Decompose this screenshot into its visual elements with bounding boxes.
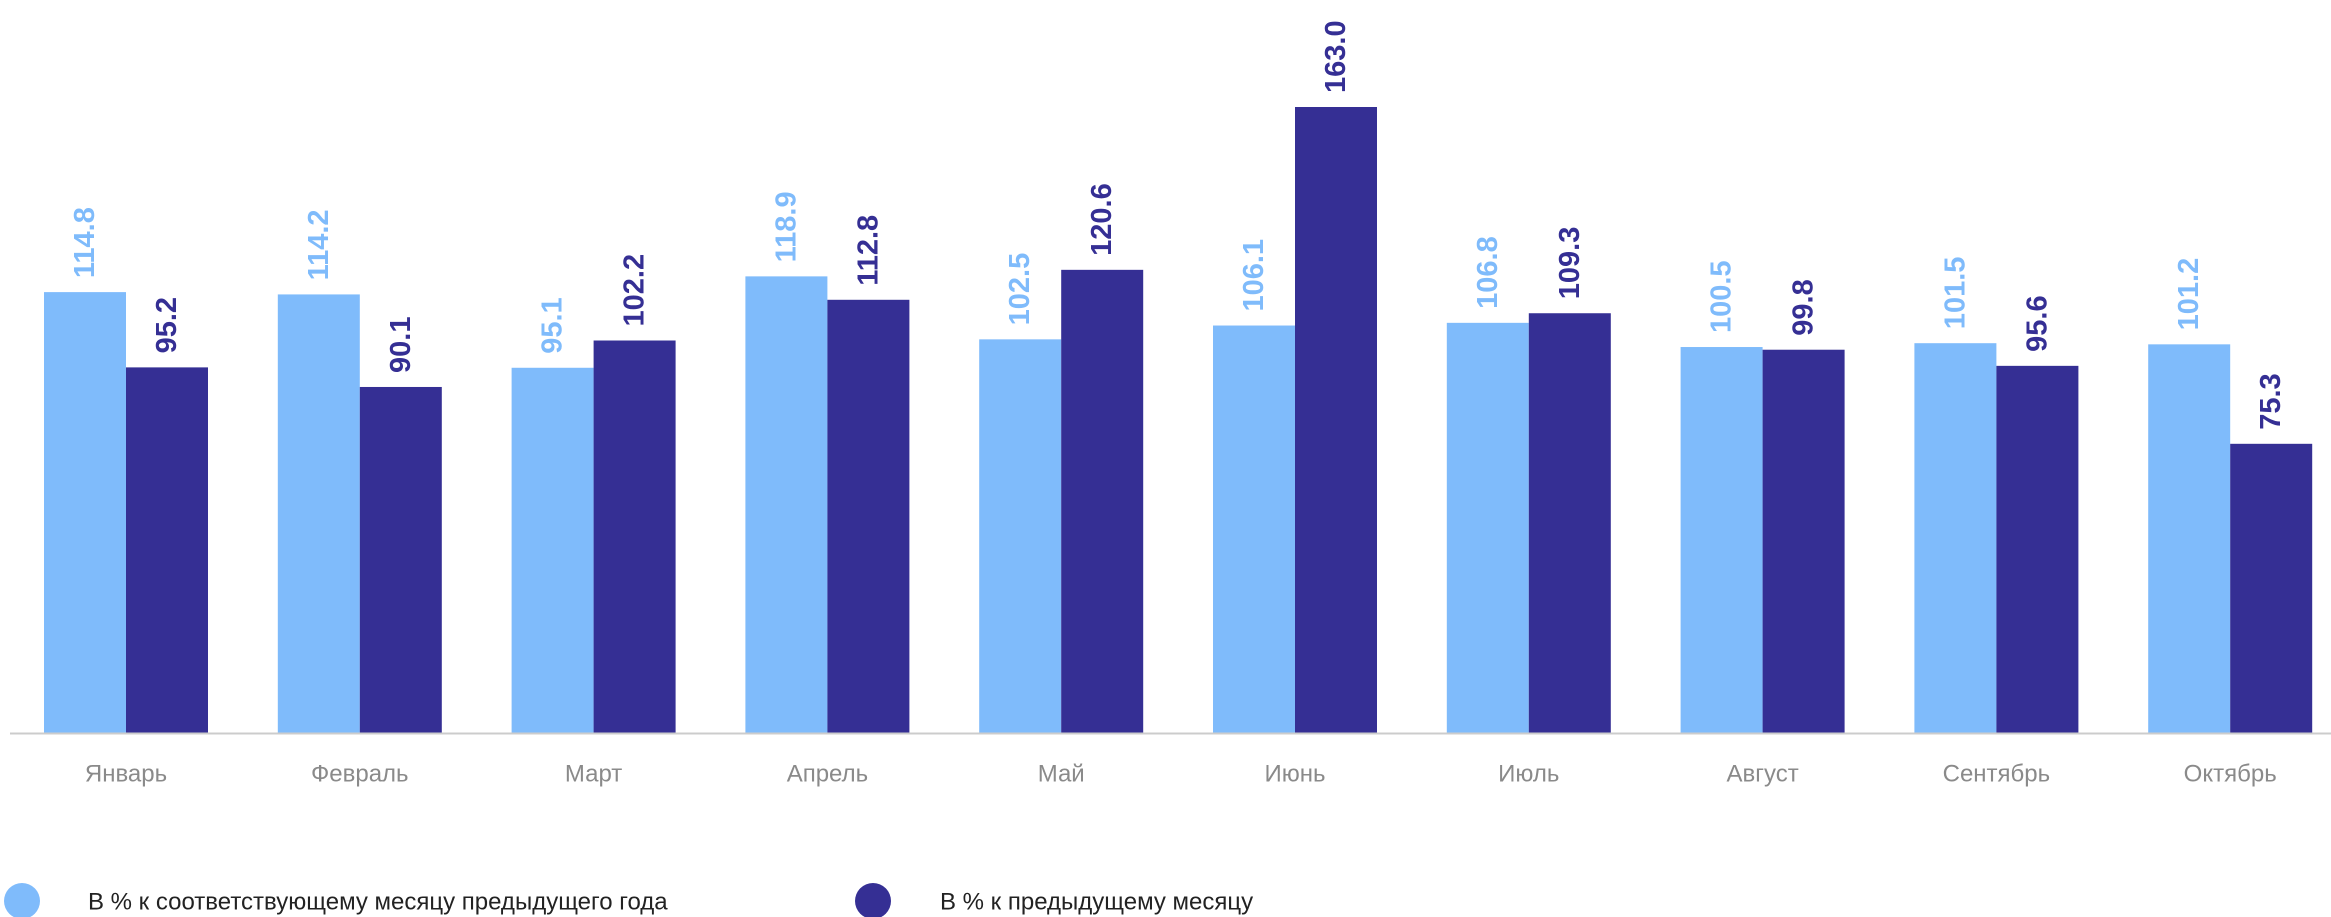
bar-series2-2: [359, 386, 442, 733]
bar-series2-4: [827, 299, 910, 733]
bar-series2-5: [1061, 269, 1144, 733]
bar-series2-6: [1295, 107, 1377, 733]
data-label-series1-9: 101.5: [1939, 257, 1971, 330]
data-label-series2-3: 102.2: [619, 254, 651, 327]
bar-series1-10: [2148, 344, 2231, 733]
x-tick-label-4: Апрель: [787, 761, 868, 788]
data-label-series1-1: 114.8: [69, 207, 101, 278]
bar-series1-8: [1680, 347, 1763, 733]
data-label-series2-7: 109.3: [1554, 227, 1586, 300]
x-tick-label-5: Май: [1038, 761, 1085, 788]
data-label-series2-8: 99.8: [1788, 279, 1820, 335]
legend-marker-2: [855, 883, 891, 917]
data-label-series2-5: 120.6: [1086, 183, 1118, 256]
bar-series1-6: [1213, 325, 1295, 733]
data-labels-layer: 114.8 95.2 114.2 90.1 95.1 102.2 118.9 112.8 102…: [69, 20, 2287, 429]
data-label-series1-2: 114.2: [303, 209, 335, 280]
data-label-series2-10: 75.3: [2255, 373, 2287, 429]
x-tick-label-10: Октябрь: [2184, 761, 2277, 788]
bar-series2-1: [126, 367, 208, 733]
data-label-series1-6: 106.1: [1238, 239, 1270, 312]
bar-series1-4: [745, 276, 828, 733]
x-tick-label-3: Март: [565, 761, 622, 788]
legend-label-1: В % к соответствующему месяцу предыдущег…: [88, 889, 668, 916]
data-label-series1-10: 101.2: [2173, 258, 2205, 331]
x-tick-label-8: Август: [1726, 761, 1798, 788]
x-tick-label-2: Февраль: [311, 761, 409, 788]
bar-series2-8: [1762, 349, 1845, 733]
x-tick-label-9: Сентябрь: [1943, 761, 2051, 788]
x-tick-label-1: Январь: [85, 761, 167, 788]
x-tick-label-6: Июнь: [1264, 761, 1325, 788]
data-label-series1-3: 95.1: [537, 297, 569, 353]
data-label-series2-9: 95.6: [2021, 295, 2053, 351]
data-label-series1-8: 100.5: [1706, 260, 1738, 333]
bar-series2-9: [1996, 365, 2079, 733]
bar-series2-10: [2230, 443, 2313, 733]
data-label-series2-6: 163.0: [1320, 20, 1352, 93]
bar-series1-9: [1914, 343, 1997, 733]
bar-series2-7: [1528, 313, 1611, 733]
bar-series2-3: [593, 340, 676, 733]
data-label-series1-4: 118.9: [770, 191, 802, 262]
data-label-series1-7: 106.8: [1472, 236, 1504, 309]
legend-label-2: В % к предыдущему месяцу: [940, 889, 1253, 916]
legend: В % к соответствующему месяцу предыдущег…: [4, 883, 1253, 917]
data-label-series2-2: 90.1: [385, 317, 417, 373]
x-tick-label-7: Июль: [1498, 761, 1559, 788]
bars-layer: [44, 107, 2313, 733]
data-label-series2-4: 112.8: [852, 215, 884, 286]
bar-series1-7: [1446, 322, 1529, 733]
category-labels-layer: Январь Февраль Март Апрель Май Июнь Июль Август…: [85, 761, 2277, 788]
bar-series1-3: [511, 367, 594, 733]
bar-series1-2: [277, 294, 360, 733]
data-label-series1-5: 102.5: [1004, 253, 1036, 326]
bar-series1-5: [979, 339, 1062, 733]
data-label-series2-1: 95.2: [151, 297, 183, 353]
legend-marker-1: [4, 883, 40, 917]
bar-series1-1: [44, 292, 126, 733]
